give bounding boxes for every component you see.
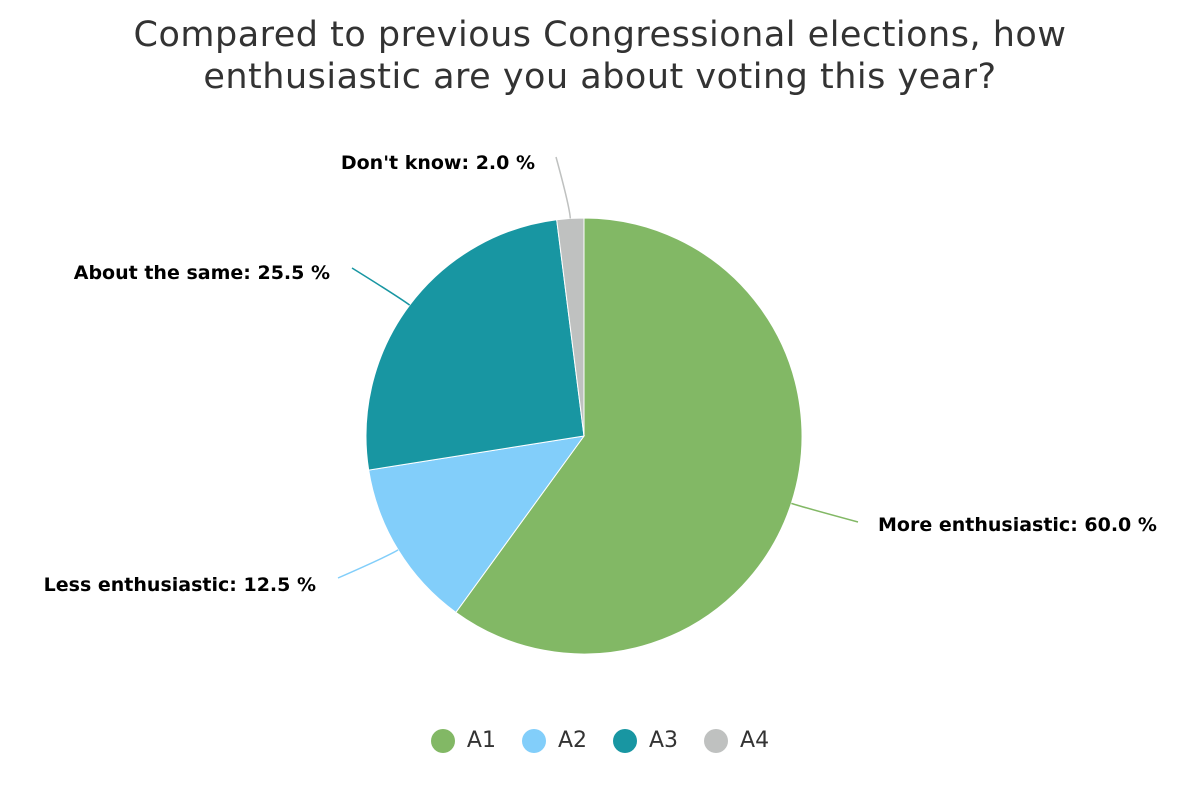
legend-label-a4: A4 [740,728,770,753]
data-label-less-enthusiastic: Less enthusiastic: 12.5 % [44,574,316,596]
legend-label-a1: A1 [466,728,496,753]
chart-title: Compared to previous Congressional elect… [0,14,1200,98]
connector-don-t-know [555,156,572,219]
connector-less-enthusiastic [337,549,399,579]
data-label-about-the-same: About the same: 25.5 % [74,262,330,284]
legend-label-a2: A2 [557,728,587,753]
legend-item-a3[interactable]: A3 [613,728,678,753]
data-label-don-t-know: Don't know: 2.0 % [341,152,535,174]
data-label-more-enthusiastic: More enthusiastic: 60.0 % [878,514,1157,536]
legend-label-a3: A3 [649,728,679,753]
pie-slice-more-enthusiastic[interactable] [455,217,803,655]
legend-swatch-a4 [704,728,729,753]
legend: A1 A2 A3 A4 [0,728,1200,753]
chart-title-line-1: Compared to previous Congressional elect… [133,15,1067,55]
legend-item-a2[interactable]: A2 [521,728,587,753]
chart-title-line-2: enthusiastic are you about voting this y… [203,57,997,97]
legend-item-a4[interactable]: A4 [704,728,769,753]
connector-more-enthusiastic [791,502,859,523]
legend-item-a1[interactable]: A1 [430,728,496,753]
legend-swatch-a3 [613,728,637,753]
connector-about-the-same [351,267,411,306]
legend-swatch-a1 [430,728,455,753]
legend-swatch-a2 [521,728,546,753]
pie-slice-about-the-same[interactable] [365,219,585,471]
